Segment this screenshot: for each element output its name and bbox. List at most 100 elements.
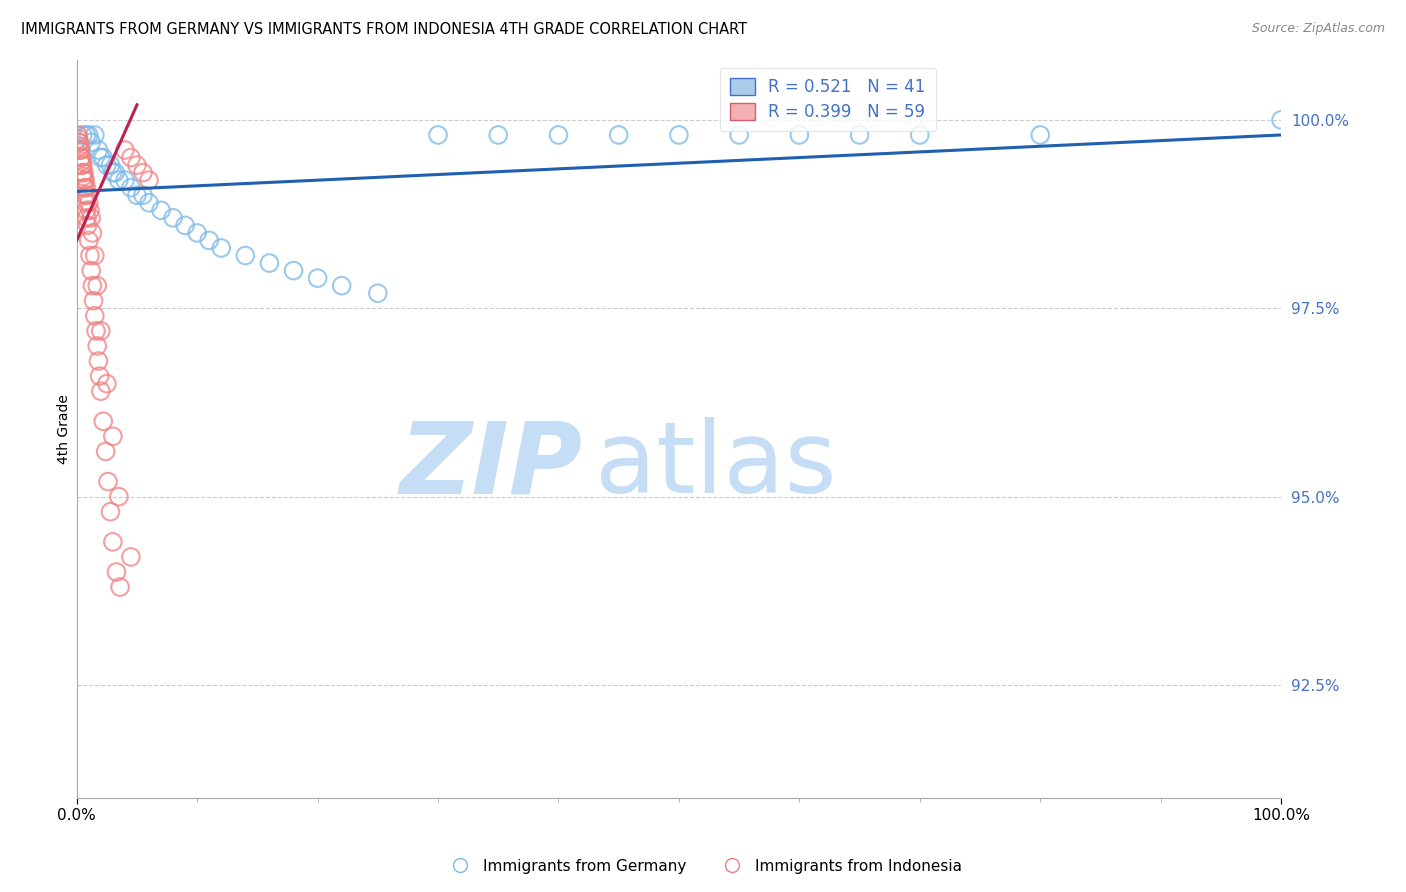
Y-axis label: 4th Grade: 4th Grade (58, 394, 72, 464)
Point (100, 505, 122, 519)
Point (120, 180, 142, 194)
Point (90, 384, 112, 399)
Point (789, 128, 811, 142)
Point (80, 263, 103, 277)
Point (108, 490, 131, 504)
Point (283, 263, 305, 277)
Point (125, 158, 148, 172)
Legend: R = 0.521   N = 41, R = 0.399   N = 59: R = 0.521 N = 41, R = 0.399 N = 59 (720, 68, 935, 131)
Point (73, 166, 96, 180)
Point (367, 286, 389, 301)
Point (86, 339, 108, 353)
Point (120, 151, 142, 165)
Point (174, 219, 197, 233)
Point (70, 154, 93, 169)
Point (138, 173, 160, 187)
Point (83, 248, 105, 262)
Point (125, 188, 148, 202)
Point (86, 278, 108, 293)
Point (1029, 128, 1052, 142)
Point (66, 128, 89, 142)
Point (1270, 112, 1292, 127)
Text: ZIP: ZIP (399, 417, 582, 515)
Legend: Immigrants from Germany, Immigrants from Indonesia: Immigrants from Germany, Immigrants from… (439, 853, 967, 880)
Text: IMMIGRANTS FROM GERMANY VS IMMIGRANTS FROM INDONESIA 4TH GRADE CORRELATION CHART: IMMIGRANTS FROM GERMANY VS IMMIGRANTS FR… (21, 22, 747, 37)
Point (77, 234, 100, 248)
Point (607, 128, 630, 142)
Point (233, 248, 256, 262)
Point (80, 211, 103, 225)
Point (82, 278, 104, 293)
Point (89, 369, 111, 384)
Point (728, 128, 751, 142)
Text: atlas: atlas (595, 417, 837, 515)
Point (75, 195, 97, 210)
Point (75, 203, 97, 218)
Text: Source: ZipAtlas.com: Source: ZipAtlas.com (1251, 22, 1385, 36)
Point (668, 128, 690, 142)
Point (90, 324, 112, 338)
Point (94, 444, 117, 458)
Point (97, 475, 120, 489)
Point (69, 143, 91, 157)
Point (82, 226, 104, 240)
Point (547, 128, 569, 142)
Point (70, 158, 93, 172)
Point (76, 211, 98, 225)
Point (120, 549, 142, 564)
Point (79, 203, 101, 218)
Point (848, 128, 870, 142)
Point (198, 234, 221, 248)
Point (79, 248, 101, 262)
Point (72, 158, 94, 172)
Point (162, 211, 184, 225)
Point (87, 143, 110, 157)
Point (91, 151, 114, 165)
Point (73, 173, 96, 187)
Point (108, 580, 131, 594)
Point (101, 534, 124, 549)
Point (76, 188, 98, 202)
Point (69, 139, 91, 153)
Point (209, 241, 232, 255)
Point (486, 128, 509, 142)
Point (83, 293, 105, 308)
Point (908, 128, 931, 142)
Point (105, 565, 128, 579)
Point (132, 166, 155, 180)
Point (150, 203, 173, 218)
Point (427, 128, 450, 142)
Point (69, 143, 91, 157)
Point (330, 278, 353, 293)
Point (87, 354, 110, 368)
Point (72, 169, 94, 184)
Point (138, 195, 160, 210)
Point (84, 324, 107, 338)
Point (114, 173, 136, 187)
Point (76, 219, 98, 233)
Point (83, 309, 105, 323)
Point (186, 226, 208, 240)
Point (108, 173, 131, 187)
Point (104, 166, 127, 180)
Point (72, 128, 94, 142)
Point (101, 429, 124, 443)
Point (77, 195, 100, 210)
Point (77, 128, 100, 142)
Point (96, 376, 118, 391)
Point (67, 136, 90, 150)
Point (70, 151, 93, 165)
Point (132, 188, 155, 202)
Point (96, 158, 118, 172)
Point (75, 188, 97, 202)
Point (75, 180, 97, 194)
Point (83, 128, 105, 142)
Point (100, 158, 122, 172)
Point (114, 143, 136, 157)
Point (72, 166, 94, 180)
Point (80, 136, 103, 150)
Point (90, 151, 112, 165)
Point (73, 180, 96, 194)
Point (101, 166, 124, 180)
Point (75, 173, 97, 187)
